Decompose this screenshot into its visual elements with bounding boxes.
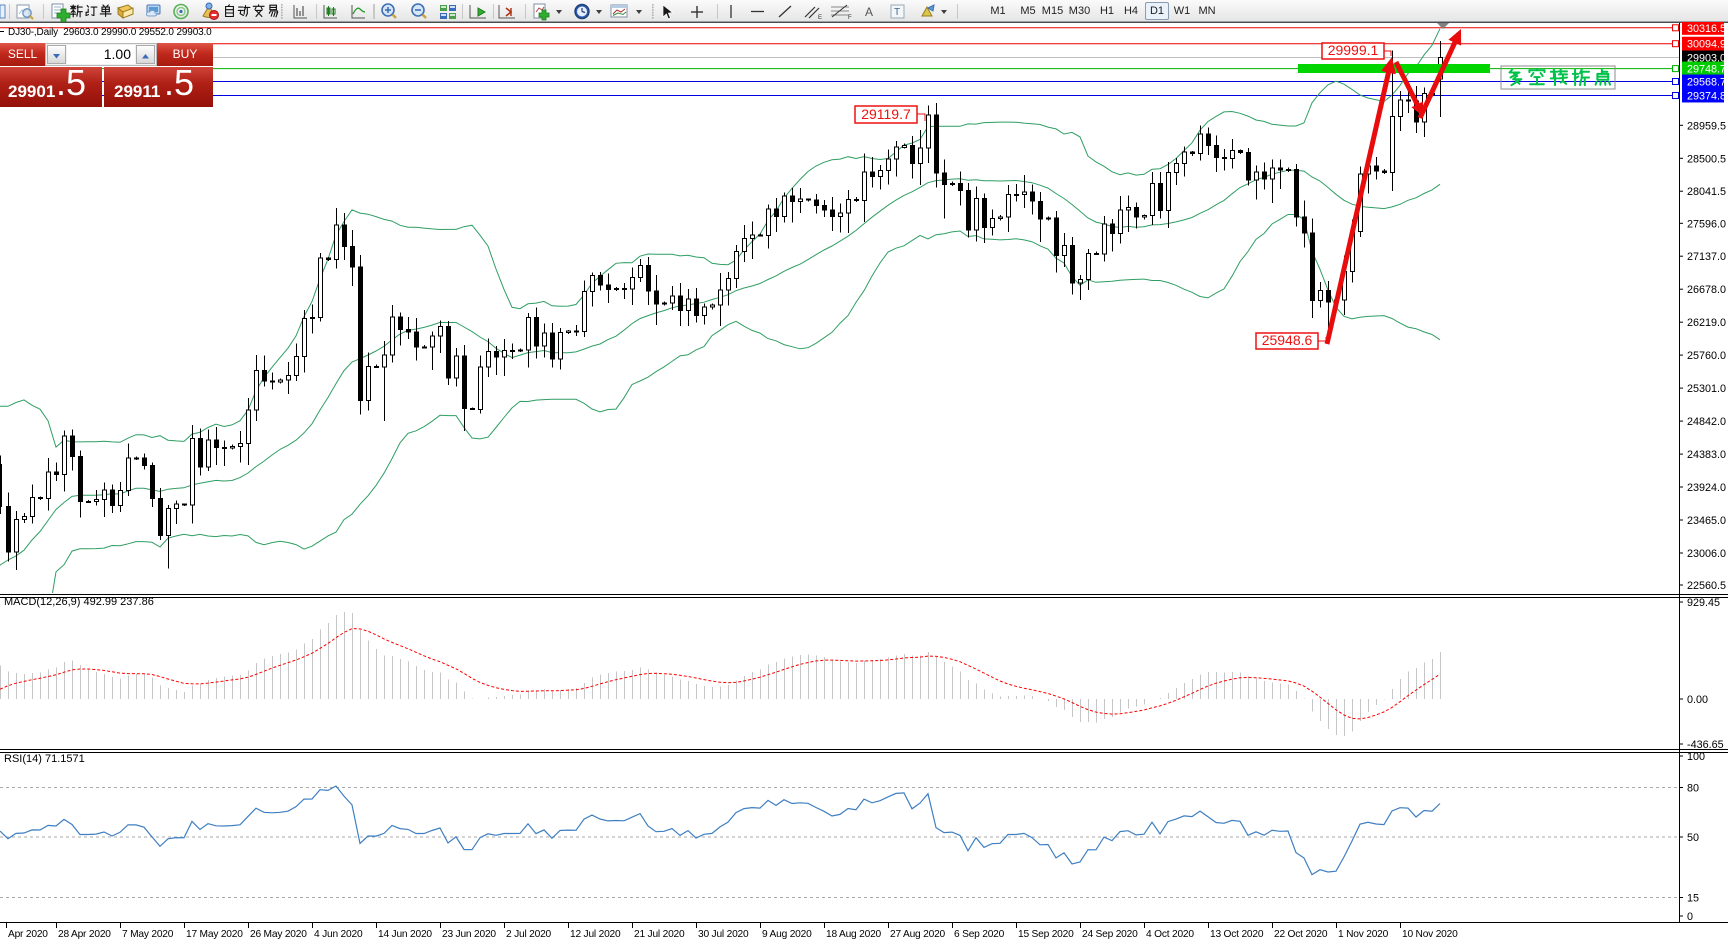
svg-text:15 Sep 2020: 15 Sep 2020	[1018, 929, 1074, 940]
svg-text:30 Jul 2020: 30 Jul 2020	[698, 929, 749, 940]
svg-text:29999.1: 29999.1	[1328, 42, 1379, 58]
svg-text:2 Jul 2020: 2 Jul 2020	[506, 929, 552, 940]
svg-text:50: 50	[1687, 832, 1699, 844]
svg-text:28041.5: 28041.5	[1687, 186, 1726, 198]
svg-text:22 Oct 2020: 22 Oct 2020	[1274, 929, 1328, 940]
svg-text:29119.7: 29119.7	[861, 106, 911, 122]
svg-text:27 Aug 2020: 27 Aug 2020	[890, 929, 946, 940]
svg-text:14 Jun 2020: 14 Jun 2020	[378, 929, 432, 940]
svg-text:Apr 2020: Apr 2020	[8, 929, 48, 940]
svg-text:T: T	[894, 7, 900, 18]
svg-text:0.00: 0.00	[1687, 694, 1708, 706]
svg-text:E: E	[818, 15, 822, 21]
svg-text:24 Sep 2020: 24 Sep 2020	[1082, 929, 1138, 940]
svg-text:28 Apr 2020: 28 Apr 2020	[58, 929, 111, 940]
svg-text:28500.5: 28500.5	[1687, 153, 1726, 165]
svg-text:80: 80	[1687, 783, 1699, 795]
svg-text:0: 0	[1687, 911, 1693, 923]
svg-text:24383.0: 24383.0	[1687, 449, 1726, 461]
svg-text:24842.0: 24842.0	[1687, 416, 1726, 428]
svg-text:29374.8: 29374.8	[1687, 91, 1726, 103]
svg-text:10 Nov 2020: 10 Nov 2020	[1402, 929, 1458, 940]
svg-text:9 Aug 2020: 9 Aug 2020	[762, 929, 812, 940]
svg-text:22560.5: 22560.5	[1687, 580, 1726, 592]
svg-text:27596.0: 27596.0	[1687, 218, 1726, 230]
svg-text:29568.7: 29568.7	[1687, 77, 1726, 89]
svg-text:100: 100	[1687, 751, 1705, 763]
svg-text:23006.0: 23006.0	[1687, 548, 1726, 560]
svg-text:26219.0: 26219.0	[1687, 317, 1726, 329]
svg-text:30316.5: 30316.5	[1687, 23, 1726, 35]
svg-text:7 May 2020: 7 May 2020	[122, 929, 174, 940]
svg-text:23924.0: 23924.0	[1687, 482, 1726, 494]
svg-text:23 Jun 2020: 23 Jun 2020	[442, 929, 496, 940]
svg-text:26678.0: 26678.0	[1687, 284, 1726, 296]
svg-text:23465.0: 23465.0	[1687, 515, 1726, 527]
svg-text:30094.9: 30094.9	[1687, 39, 1726, 51]
svg-text:25760.0: 25760.0	[1687, 350, 1726, 362]
svg-text:A: A	[865, 5, 873, 19]
svg-text:26 May 2020: 26 May 2020	[250, 929, 307, 940]
svg-text:28959.5: 28959.5	[1687, 120, 1726, 132]
svg-text:21 Jul 2020: 21 Jul 2020	[634, 929, 685, 940]
svg-text:4 Oct 2020: 4 Oct 2020	[1146, 929, 1194, 940]
svg-text:1 Nov 2020: 1 Nov 2020	[1338, 929, 1389, 940]
svg-text:6 Sep 2020: 6 Sep 2020	[954, 929, 1005, 940]
svg-text:DJ30-,Daily 29603.0 29990.0 2: DJ30-,Daily 29603.0 29990.0 29552.0 2990…	[8, 27, 212, 38]
svg-text:29748.7: 29748.7	[1687, 64, 1726, 76]
svg-text:-436.65: -436.65	[1687, 739, 1724, 751]
svg-text:13 Oct 2020: 13 Oct 2020	[1210, 929, 1264, 940]
svg-text:27137.0: 27137.0	[1687, 251, 1726, 263]
svg-text:RSI(14) 71.1571: RSI(14) 71.1571	[4, 753, 85, 765]
svg-text:929.45: 929.45	[1687, 597, 1720, 609]
svg-text:4 Jun 2020: 4 Jun 2020	[314, 929, 363, 940]
svg-text:F: F	[848, 15, 852, 21]
svg-text:25301.0: 25301.0	[1687, 383, 1726, 395]
svg-text:17 May 2020: 17 May 2020	[186, 929, 243, 940]
svg-text:29903.0: 29903.0	[1687, 53, 1726, 65]
svg-text:12 Jul 2020: 12 Jul 2020	[570, 929, 621, 940]
svg-text:MACD(12,26,9) 492.99 237.86: MACD(12,26,9) 492.99 237.86	[4, 596, 154, 608]
svg-text:25948.6: 25948.6	[1262, 332, 1313, 348]
svg-text:18 Aug 2020: 18 Aug 2020	[826, 929, 882, 940]
svg-text:15: 15	[1687, 893, 1699, 905]
